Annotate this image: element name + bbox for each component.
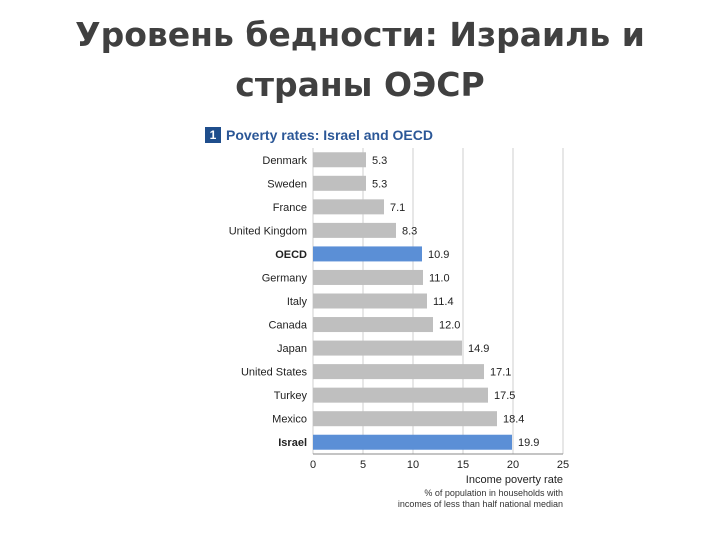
x-tick-label: 25 bbox=[557, 459, 569, 471]
slide-title-line-2: страны ОЭСР bbox=[235, 65, 485, 104]
bar-denmark bbox=[313, 152, 366, 168]
category-label: Italy bbox=[287, 296, 308, 308]
category-label: Germany bbox=[262, 272, 308, 284]
category-label: Turkey bbox=[274, 390, 308, 402]
poverty-chart-figure: 1 Poverty rates: Israel and OECD Denmark… bbox=[205, 124, 575, 514]
category-label: United States bbox=[241, 367, 308, 379]
bar-canada bbox=[313, 317, 433, 333]
slide-title-line-1: Уровень бедности: Израиль и bbox=[75, 15, 645, 54]
x-tick-label: 15 bbox=[457, 459, 469, 471]
value-label: 5.3 bbox=[372, 178, 387, 190]
category-label: Mexico bbox=[272, 414, 307, 426]
figure-number: 1 bbox=[205, 127, 221, 143]
value-label: 11.4 bbox=[433, 296, 454, 308]
slide-title: Уровень бедности: Израиль и страны ОЭСР bbox=[0, 10, 720, 110]
bar-italy bbox=[313, 293, 427, 309]
figure-title: Poverty rates: Israel and OECD bbox=[226, 127, 433, 143]
figure-heading: 1 Poverty rates: Israel and OECD bbox=[205, 124, 433, 146]
bar-germany bbox=[313, 269, 423, 285]
value-label: 7.1 bbox=[390, 202, 405, 214]
bar-israel bbox=[313, 434, 512, 450]
bar-united-states bbox=[313, 364, 484, 380]
value-label: 19.9 bbox=[518, 437, 539, 449]
bar-sweden bbox=[313, 175, 366, 191]
bar-mexico bbox=[313, 411, 497, 427]
x-tick-label: 20 bbox=[507, 459, 519, 471]
bar-oecd bbox=[313, 246, 422, 262]
category-label: Japan bbox=[277, 343, 307, 355]
value-label: 8.3 bbox=[402, 225, 417, 237]
x-tick-label: 0 bbox=[310, 459, 316, 471]
category-label: France bbox=[273, 202, 307, 214]
value-label: 10.9 bbox=[428, 249, 449, 261]
x-axis-note-line-2: incomes of less than half national media… bbox=[398, 499, 563, 509]
value-label: 12.0 bbox=[439, 320, 460, 332]
bar-japan bbox=[313, 340, 462, 356]
value-label: 17.1 bbox=[490, 367, 511, 379]
x-axis-label: Income poverty rate bbox=[466, 474, 563, 486]
category-label: United Kingdom bbox=[229, 225, 307, 237]
bar-united-kingdom bbox=[313, 222, 396, 238]
bar-turkey bbox=[313, 387, 488, 403]
x-axis-note-line-1: % of population in households with bbox=[424, 488, 563, 498]
category-label: Sweden bbox=[267, 178, 307, 190]
value-label: 18.4 bbox=[503, 414, 524, 426]
value-label: 5.3 bbox=[372, 155, 387, 167]
category-label: Denmark bbox=[262, 155, 307, 167]
value-label: 14.9 bbox=[468, 343, 489, 355]
value-label: 17.5 bbox=[494, 390, 515, 402]
category-label: Canada bbox=[268, 320, 307, 332]
category-label: OECD bbox=[275, 249, 307, 261]
bar-france bbox=[313, 199, 384, 215]
x-tick-label: 10 bbox=[407, 459, 419, 471]
value-label: 11.0 bbox=[429, 272, 450, 284]
category-label: Israel bbox=[278, 437, 307, 449]
bar-chart: Denmark 5.3 Sweden 5.3 France 7.1 United Kingd… bbox=[229, 148, 569, 509]
x-tick-label: 5 bbox=[360, 459, 366, 471]
